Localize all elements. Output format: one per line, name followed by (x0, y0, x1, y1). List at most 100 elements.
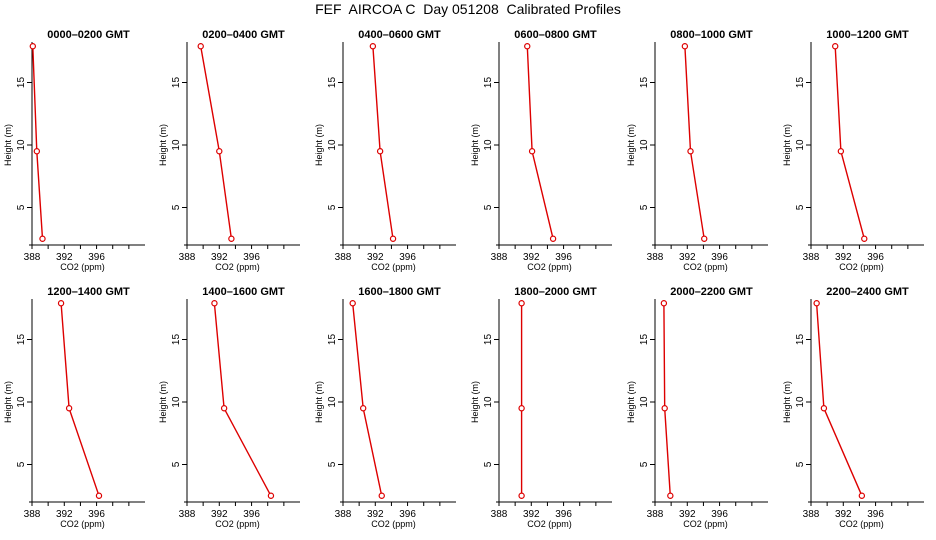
co2-data-point (861, 235, 868, 242)
co2-profile-line (834, 46, 865, 239)
x-axis-label: CO2 (ppm) (839, 262, 884, 272)
x-axis-label: CO2 (ppm) (215, 262, 260, 272)
co2-data-point (389, 235, 397, 242)
x-tick-label: 392 (367, 252, 384, 263)
y-tick-label: 5 (639, 461, 650, 467)
co2-data-point (701, 235, 708, 242)
y-tick-label: 10 (795, 396, 806, 408)
x-tick-label: 392 (523, 252, 540, 263)
panel-title: 0600–0800 GMT (514, 29, 597, 41)
panel-title: 2000–2200 GMT (670, 286, 753, 298)
x-tick-label: 388 (335, 252, 352, 263)
y-tick-label: 15 (171, 334, 182, 346)
x-tick-label: 396 (88, 509, 105, 520)
co2-data-point (29, 43, 37, 50)
co2-data-point (65, 405, 73, 412)
x-tick-label: 396 (243, 252, 260, 263)
y-axis-label: Height (m) (782, 381, 792, 423)
co2-profile-line (663, 303, 671, 496)
x-tick-label: 396 (399, 252, 416, 263)
x-tick-label: 396 (88, 252, 105, 263)
y-axis-label: Height (m) (626, 381, 636, 423)
y-tick-label: 10 (483, 139, 494, 151)
y-tick-label: 10 (639, 139, 650, 151)
y-tick-label: 15 (483, 334, 494, 346)
x-tick-label: 396 (867, 509, 884, 520)
co2-data-point (518, 300, 525, 307)
y-tick-label: 5 (171, 461, 182, 467)
y-tick-label: 5 (16, 461, 27, 467)
y-tick-label: 5 (483, 204, 494, 210)
co2-profile-line (372, 46, 394, 239)
y-tick-label: 10 (16, 396, 27, 408)
co2-profile-line (352, 303, 383, 496)
x-tick-label: 396 (555, 509, 572, 520)
y-axis-label: Height (m) (3, 124, 13, 166)
co2-data-point (661, 405, 668, 412)
panel-title: 0400–0600 GMT (358, 29, 441, 41)
y-axis-label: Height (m) (470, 381, 480, 423)
x-tick-label: 388 (647, 252, 664, 263)
co2-data-point (681, 43, 689, 50)
x-axis-label: CO2 (ppm) (371, 262, 416, 272)
y-tick-label: 15 (327, 334, 338, 346)
x-axis-label: CO2 (ppm) (839, 519, 884, 529)
y-axis-label: Height (m) (470, 124, 480, 166)
y-tick-label: 15 (795, 77, 806, 89)
co2-data-point (524, 43, 531, 50)
co2-profile-line (684, 46, 705, 239)
x-tick-label: 396 (243, 509, 260, 520)
x-tick-label: 392 (56, 509, 73, 520)
panel-title: 0800–1000 GMT (670, 29, 753, 41)
co2-data-point (528, 148, 536, 155)
panel-title: 1800–2000 GMT (514, 286, 597, 298)
x-tick-label: 388 (647, 509, 664, 520)
co2-data-point (832, 43, 839, 50)
x-tick-label: 388 (179, 252, 196, 263)
y-tick-label: 10 (327, 139, 338, 151)
co2-data-point (211, 300, 218, 307)
x-axis-label: CO2 (ppm) (371, 519, 416, 529)
x-axis-label: CO2 (ppm) (215, 519, 260, 529)
x-tick-label: 392 (56, 252, 73, 263)
co2-data-point (95, 492, 103, 499)
y-tick-label: 5 (483, 461, 494, 467)
x-tick-label: 396 (555, 252, 572, 263)
x-axis-label: CO2 (ppm) (683, 262, 728, 272)
y-axis-label: Height (m) (314, 124, 324, 166)
co2-data-point (549, 235, 557, 242)
y-tick-label: 5 (16, 204, 27, 210)
panel-title: 1400–1600 GMT (202, 286, 285, 298)
x-axis-label: CO2 (ppm) (527, 519, 572, 529)
x-tick-label: 392 (679, 509, 696, 520)
co2-data-point (57, 300, 65, 307)
x-tick-label: 392 (679, 252, 696, 263)
y-tick-label: 5 (795, 204, 806, 210)
co2-data-point (216, 148, 223, 155)
y-tick-label: 15 (483, 77, 494, 89)
panel-title: 0000–0200 GMT (47, 29, 130, 41)
co2-data-point (687, 148, 694, 155)
co2-data-point (228, 235, 235, 242)
y-axis-label: Height (m) (314, 381, 324, 423)
x-tick-label: 388 (24, 252, 41, 263)
co2-profile-line (213, 303, 272, 497)
co2-data-point (518, 492, 525, 499)
y-tick-label: 15 (639, 77, 650, 89)
x-axis-label: CO2 (ppm) (527, 262, 572, 272)
y-tick-label: 5 (171, 204, 182, 210)
y-tick-label: 10 (639, 396, 650, 408)
co2-profile-line (32, 46, 44, 239)
co2-data-point (378, 492, 385, 499)
x-tick-label: 388 (335, 509, 352, 520)
co2-profile-line (526, 46, 554, 239)
